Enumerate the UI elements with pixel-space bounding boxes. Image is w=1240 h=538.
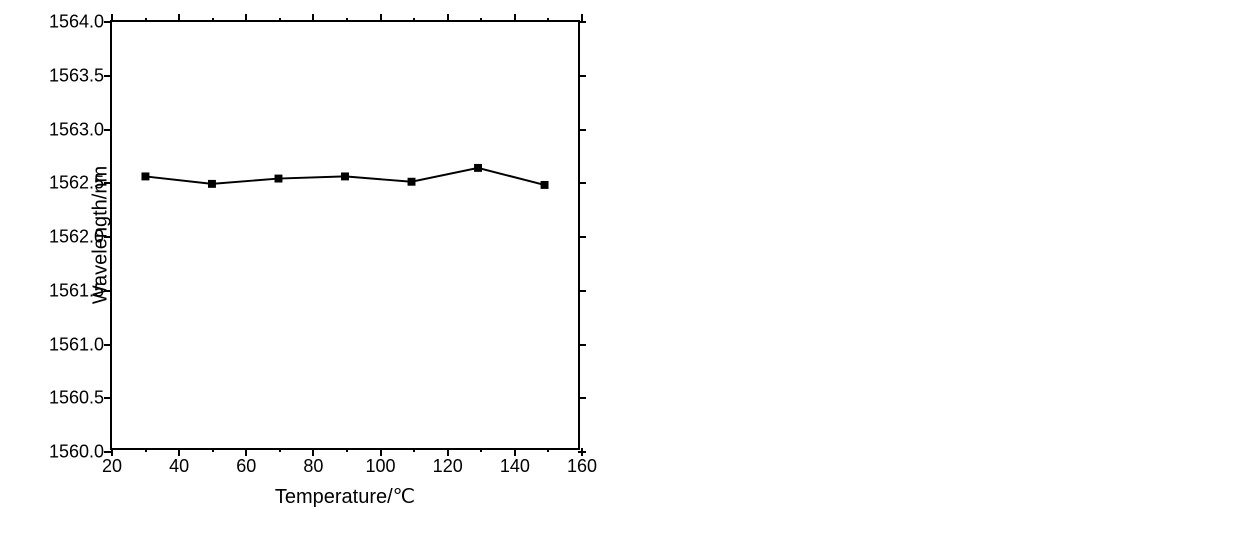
x-minor-tick	[413, 18, 415, 22]
y-tick-label: 1564.0	[49, 12, 104, 33]
x-minor-tick	[279, 448, 281, 452]
x-tick	[447, 14, 449, 22]
x-tick-label: 140	[500, 456, 530, 477]
x-tick	[581, 448, 583, 456]
y-tick-label: 1560.5	[49, 388, 104, 409]
x-tick	[514, 14, 516, 22]
left-data-layer	[112, 22, 578, 448]
x-minor-tick	[346, 18, 348, 22]
y-tick-label: 1562.5	[49, 173, 104, 194]
data-marker	[141, 172, 149, 180]
left-x-axis-label: Temperature/℃	[275, 484, 415, 509]
y-tick	[578, 75, 586, 77]
x-tick	[111, 14, 113, 22]
data-marker	[541, 181, 549, 189]
figure-container: Wavelength/nm Temperature/℃ 1560.01560.5…	[0, 0, 1240, 538]
x-minor-tick	[279, 18, 281, 22]
x-tick	[380, 448, 382, 456]
y-tick-label: 1563.0	[49, 119, 104, 140]
data-marker	[341, 172, 349, 180]
data-marker	[474, 164, 482, 172]
x-minor-tick	[145, 448, 147, 452]
y-tick	[578, 182, 586, 184]
x-tick-label: 60	[236, 456, 256, 477]
y-tick-label: 1563.5	[49, 65, 104, 86]
y-tick	[578, 129, 586, 131]
x-minor-tick	[547, 448, 549, 452]
y-tick	[104, 182, 112, 184]
x-tick	[245, 14, 247, 22]
y-tick	[104, 75, 112, 77]
data-marker	[275, 175, 283, 183]
x-tick-label: 80	[303, 456, 323, 477]
x-minor-tick	[480, 448, 482, 452]
data-marker	[208, 180, 216, 188]
x-tick	[447, 448, 449, 456]
x-minor-tick	[547, 18, 549, 22]
y-tick	[104, 129, 112, 131]
y-tick	[104, 344, 112, 346]
y-tick	[104, 290, 112, 292]
x-tick	[380, 14, 382, 22]
x-minor-tick	[480, 18, 482, 22]
y-tick-label: 1561.5	[49, 280, 104, 301]
y-tick-label: 1560.0	[49, 442, 104, 463]
x-tick-label: 120	[433, 456, 463, 477]
x-tick	[312, 14, 314, 22]
x-tick	[514, 448, 516, 456]
x-tick-label: 40	[169, 456, 189, 477]
y-tick	[578, 290, 586, 292]
y-tick	[104, 397, 112, 399]
y-tick	[104, 236, 112, 238]
x-tick	[111, 448, 113, 456]
x-tick-label: 20	[102, 456, 122, 477]
x-tick-label: 160	[567, 456, 597, 477]
left-panel: Wavelength/nm Temperature/℃ 1560.01560.5…	[0, 0, 620, 538]
x-tick	[178, 14, 180, 22]
x-minor-tick	[145, 18, 147, 22]
y-tick	[578, 236, 586, 238]
data-marker	[408, 178, 416, 186]
left-plot-area: Wavelength/nm Temperature/℃ 1560.01560.5…	[110, 20, 580, 450]
y-tick-label: 1561.0	[49, 334, 104, 355]
x-tick	[245, 448, 247, 456]
x-minor-tick	[212, 18, 214, 22]
y-tick	[578, 397, 586, 399]
y-tick	[578, 344, 586, 346]
x-tick	[581, 14, 583, 22]
x-minor-tick	[212, 448, 214, 452]
x-minor-tick	[413, 448, 415, 452]
y-tick-label: 1562.0	[49, 227, 104, 248]
right-panel: Wavelength/nm Strain/με 1562.41562.81563…	[620, 0, 1240, 538]
x-minor-tick	[346, 448, 348, 452]
x-tick	[312, 448, 314, 456]
x-tick	[178, 448, 180, 456]
x-tick-label: 100	[366, 456, 396, 477]
